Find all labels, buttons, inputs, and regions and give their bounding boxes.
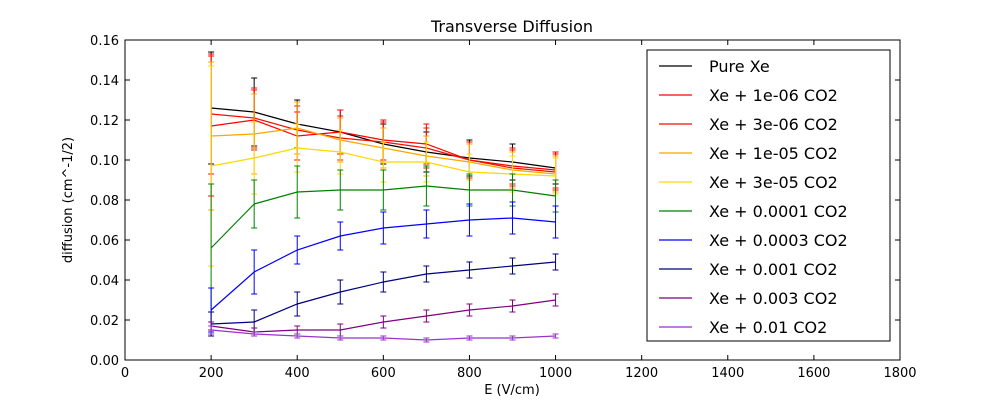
x-tick-label: 400 (285, 366, 310, 381)
legend-label: Xe + 0.003 CO2 (709, 289, 838, 308)
series-line (211, 329, 556, 341)
y-tick-label: 0.06 (90, 234, 119, 249)
legend-label: Xe + 0.0003 CO2 (709, 231, 848, 250)
y-tick-label: 0.04 (90, 274, 119, 289)
legend-label: Xe + 3e-05 CO2 (709, 173, 838, 192)
series-9 (208, 325, 559, 343)
series-line (210, 217, 556, 311)
plot-area: 0 200 400 600 800 1000 1200 1400 1600 1800 0.00 0.0… (90, 34, 917, 381)
legend-label: Xe + 1e-06 CO2 (709, 86, 838, 105)
y-axis-label: diffusion (cm^-1/2) (61, 137, 76, 263)
series-6 (208, 201, 559, 333)
chart-title: Transverse Diffusion (430, 17, 593, 36)
y-tick-label: 0.12 (90, 114, 119, 129)
series-5 (208, 165, 559, 313)
series-line (210, 185, 556, 249)
x-tick-label: 1600 (797, 366, 830, 381)
x-tick-label: 800 (457, 366, 482, 381)
legend-label: Xe + 1e-05 CO2 (709, 144, 838, 163)
legend-label: Xe + 3e-06 CO2 (709, 115, 838, 134)
y-tick-label: 0.02 (90, 314, 119, 329)
legend-label: Xe + 0.0001 CO2 (709, 202, 848, 221)
series-line (211, 299, 556, 333)
legend: Pure Xe Xe + 1e-06 CO2 Xe + 3e-06 CO2 Xe + … (646, 49, 891, 342)
legend-label: Pure Xe (709, 57, 770, 76)
legend-label: Xe + 0.001 CO2 (709, 260, 838, 279)
series-7 (208, 253, 559, 337)
y-tick-label: 0.16 (90, 34, 119, 49)
legend-label: Xe + 0.01 CO2 (709, 318, 827, 337)
x-axis-label: E (V/cm) (484, 383, 540, 398)
y-tick-label: 0.08 (90, 194, 119, 209)
x-tick-label: 1200 (625, 366, 658, 381)
series-line (211, 261, 556, 325)
x-tick-label: 600 (371, 366, 396, 381)
series-line (211, 147, 556, 177)
x-tick-label: 200 (199, 366, 224, 381)
y-tick-label: 0.10 (90, 154, 119, 169)
legend-frame (646, 49, 891, 342)
y-tick-label: 0.00 (90, 354, 119, 369)
x-tick-label: 0 (121, 366, 129, 381)
x-tick-label: 1400 (711, 366, 744, 381)
y-tick-label: 0.14 (90, 74, 119, 89)
x-tick-label: 1800 (883, 366, 916, 381)
x-tick-label: 1000 (539, 366, 572, 381)
series-8 (208, 293, 559, 337)
